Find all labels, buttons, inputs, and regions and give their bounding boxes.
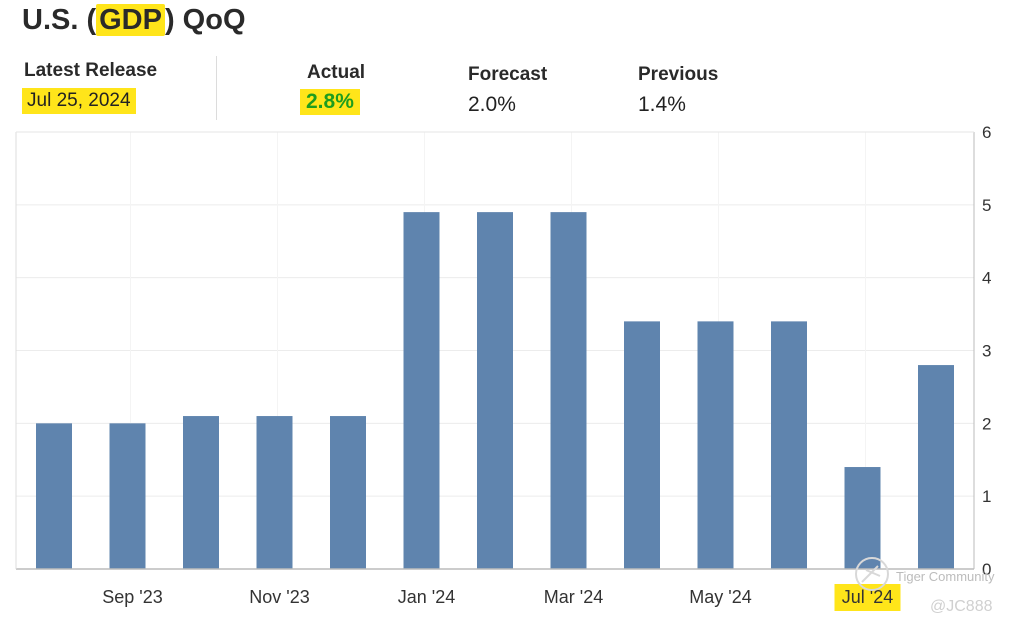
bar-4: [330, 416, 366, 569]
title-highlight: GDP: [96, 4, 165, 36]
watermark: Tiger Community: [855, 557, 995, 591]
bar-7: [550, 212, 587, 569]
tick-labels: 0 1 2 3 4 5 6 Sep '23 Nov '23 Jan '24 Mar '24 May '…: [102, 123, 991, 611]
latest-release-date: Jul 25, 2024: [22, 88, 136, 114]
bar-3: [256, 416, 293, 569]
y-tick-label: 3: [982, 342, 991, 361]
watermark-logo-icon: [855, 557, 889, 591]
bar-0: [36, 423, 72, 569]
bar-2: [183, 416, 219, 569]
actual-value: 2.8%: [300, 89, 360, 115]
x-tick-label: Nov '23: [249, 587, 309, 607]
bar-5: [403, 212, 440, 569]
watermark-handle: @JC888: [930, 598, 993, 615]
y-tick-label: 1: [982, 487, 991, 506]
title-prefix: U.S. (: [22, 4, 97, 36]
bar-6: [477, 212, 513, 569]
bar-9: [697, 321, 734, 569]
title-suffix: ) QoQ: [164, 4, 246, 36]
bar-12: [918, 365, 954, 569]
forecast-value: 2.0%: [468, 93, 516, 116]
y-tick-label: 5: [982, 196, 991, 215]
bar-8: [624, 321, 660, 569]
watermark-brand: Tiger Community: [896, 569, 995, 584]
bar-11: [844, 467, 881, 569]
stats-divider: [216, 56, 217, 120]
bar-10: [771, 321, 807, 569]
x-tick-label: Mar '24: [544, 587, 603, 607]
y-tick-label: 4: [982, 269, 991, 288]
forecast-label: Forecast: [468, 64, 548, 85]
previous-label: Previous: [638, 64, 719, 85]
x-tick-label: Jul '24: [842, 587, 893, 607]
previous-value: 1.4%: [638, 93, 686, 116]
y-tick-label: 6: [982, 123, 991, 142]
axes: [15, 131, 975, 570]
x-tick-label: Jan '24: [398, 587, 455, 607]
x-tick-label: Sep '23: [102, 587, 163, 607]
bar-1: [109, 423, 146, 569]
y-tick-label: 0: [982, 560, 991, 579]
actual-label: Actual: [307, 62, 366, 83]
watermark-logo-mark: [861, 565, 881, 583]
bars: [36, 212, 954, 569]
x-tick-label: May '24: [689, 587, 751, 607]
y-tick-label: 2: [982, 414, 991, 433]
latest-release-label: Latest Release: [24, 60, 158, 81]
chart-title: U.S. (GDP) QoQ: [22, 4, 246, 37]
